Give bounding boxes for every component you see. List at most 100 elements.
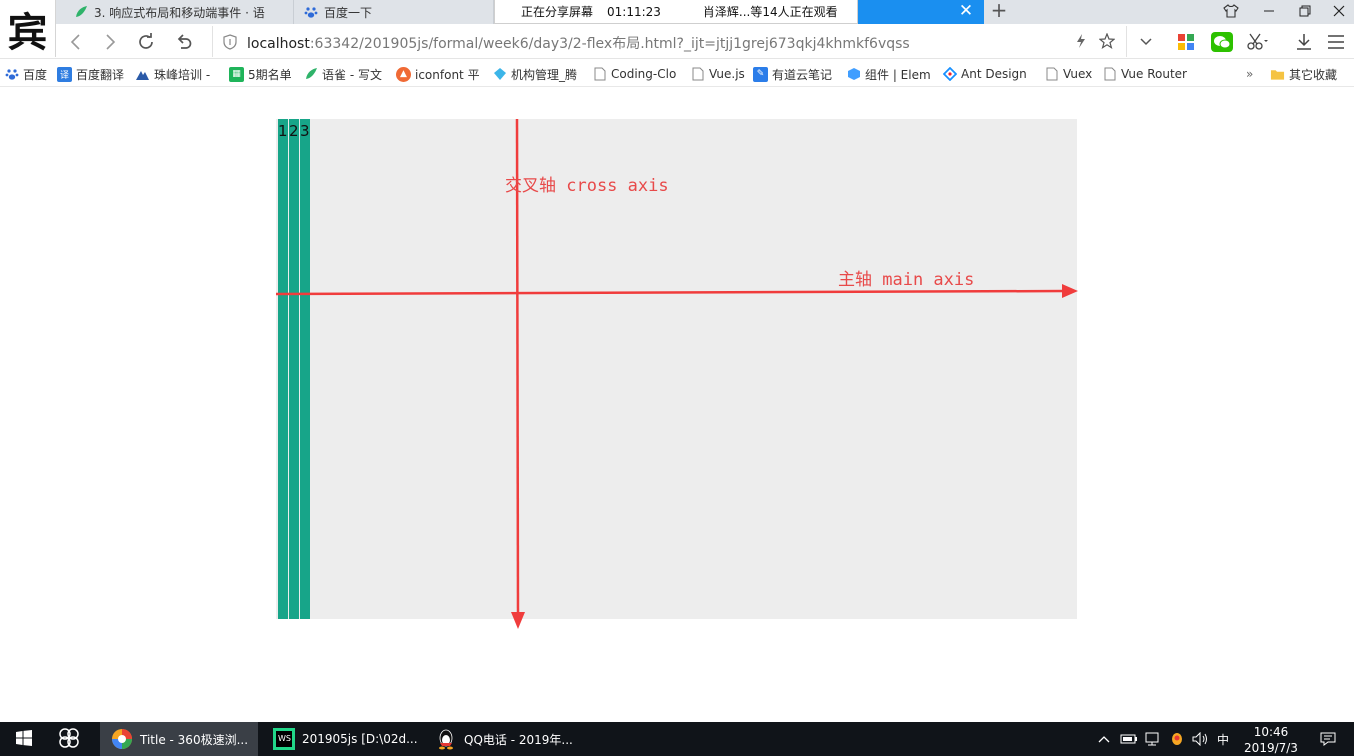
bookmark-label: 组件 | Elem <box>865 67 930 82</box>
bookmark-baidu-translate[interactable]: 译 百度翻译 <box>57 65 124 83</box>
bookmark-label: 百度 <box>23 67 48 82</box>
notification-icon[interactable] <box>1314 722 1342 756</box>
wechat-icon[interactable] <box>1210 30 1234 54</box>
bookmark-other-folder[interactable]: 其它收藏 <box>1270 65 1337 83</box>
bookmark-zhufeng[interactable]: 珠峰培训 - <box>135 65 215 83</box>
close-window-icon[interactable] <box>1322 0 1354 22</box>
taskbar-app-qq[interactable]: QQ电话 - 2019年... <box>424 722 582 756</box>
more-bookmarks-button[interactable]: » <box>1246 65 1253 83</box>
tab-active-title[interactable] <box>858 0 984 24</box>
apps-grid-icon[interactable] <box>1174 30 1198 54</box>
close-tab-icon[interactable]: ✕ <box>958 1 974 21</box>
forward-icon[interactable] <box>98 30 122 54</box>
undo-close-icon[interactable] <box>172 30 196 54</box>
lightning-icon[interactable] <box>1069 29 1093 53</box>
yuque-leaf-icon <box>74 5 88 19</box>
volume-icon[interactable] <box>1190 722 1212 756</box>
bookmarks-bar: 百度 译 百度翻译 珠峰培训 - ▦ 5期名单 语雀 - 写文 ▲ iconfo… <box>0 60 1354 87</box>
star-bookmark-icon[interactable] <box>1095 29 1119 53</box>
tab-baidu[interactable]: 百度一下 <box>294 0 494 24</box>
minimize-icon[interactable] <box>1252 0 1286 22</box>
tab-strip: 3. 响应式布局和移动端事件 · 语 百度一下 ✕ 正在分享屏幕 01:11:2… <box>0 0 1354 24</box>
taskbar-app-360-browser[interactable]: Title - 360极速浏... <box>100 722 258 756</box>
page-icon <box>1102 67 1117 82</box>
windows-start-icon <box>16 729 32 749</box>
bookmark-coding[interactable]: Coding-Clo <box>592 65 678 83</box>
reload-icon[interactable] <box>134 30 158 54</box>
bookmark-baidu[interactable]: 百度 <box>4 65 47 83</box>
bookmark-label: Vuex <box>1063 67 1093 81</box>
mountain-icon <box>135 67 150 82</box>
logo-char: 宾 <box>7 8 48 56</box>
webstorm-icon: WS <box>272 727 296 751</box>
bookmark-label: 珠峰培训 - <box>154 67 211 82</box>
pinwheel-icon <box>58 727 80 752</box>
share-viewers[interactable]: 肖泽辉...等14人正在观看 <box>702 5 838 19</box>
bookmark-iconfont[interactable]: ▲ iconfont 平 <box>396 65 480 83</box>
page-icon <box>1044 67 1059 82</box>
page-viewport: 1 2 3 主轴 main axis 交叉轴 cross axis <box>0 88 1354 722</box>
tab-yuque[interactable]: 3. 响应式布局和移动端事件 · 语 <box>56 0 294 24</box>
battery-icon[interactable] <box>1118 722 1140 756</box>
taskbar-app-label: QQ电话 - 2019年... <box>464 732 573 747</box>
bookmark-label: Vue Router <box>1121 67 1187 81</box>
skin-icon[interactable] <box>1214 0 1248 22</box>
bookmark-vuejs[interactable]: Vue.js <box>690 65 745 83</box>
download-icon[interactable] <box>1292 30 1316 54</box>
bookmark-vue-router[interactable]: Vue Router <box>1102 65 1187 83</box>
url-text[interactable]: localhost:63342/201905js/formal/week6/da… <box>247 33 910 53</box>
system-clock[interactable]: 10:46 2019/7/3 <box>1236 724 1306 756</box>
address-bar[interactable]: localhost:63342/201905js/formal/week6/da… <box>212 26 1127 57</box>
task-view-button[interactable] <box>48 722 90 756</box>
flex-item-2: 2 <box>289 119 299 619</box>
bookmark-vuex[interactable]: Vuex <box>1044 65 1092 83</box>
menu-icon[interactable] <box>1324 30 1348 54</box>
chevron-up-icon[interactable] <box>1094 722 1114 756</box>
restore-icon[interactable] <box>1288 0 1322 22</box>
security-shield-icon[interactable] <box>223 34 237 54</box>
chevron-down-icon[interactable] <box>1134 30 1158 54</box>
clock-time: 10:46 <box>1253 725 1289 739</box>
network-icon[interactable] <box>1142 722 1164 756</box>
url-host: localhost <box>247 36 310 52</box>
page-icon <box>592 67 607 82</box>
flex-container: 1 2 3 <box>276 119 1077 619</box>
share-timer: 01:11:23 <box>607 4 661 19</box>
sheet-icon: ▦ <box>229 66 244 82</box>
iconfont-icon: ▲ <box>396 66 411 82</box>
new-tab-button[interactable]: + <box>990 0 1008 22</box>
main-axis-label: 主轴 main axis <box>838 270 975 290</box>
taskbar-app-label: 201905js [D:\02d... <box>302 732 418 746</box>
bookmark-label: 有道云笔记 <box>772 67 833 82</box>
bookmark-label: Coding-Clo <box>611 67 677 81</box>
bookmark-label: Vue.js <box>709 67 745 81</box>
yuque-leaf-icon <box>303 67 318 82</box>
scissors-icon[interactable] <box>1246 30 1270 54</box>
ime-indicator[interactable]: 中 <box>1216 732 1229 747</box>
qq-tray-icon[interactable] <box>1166 722 1188 756</box>
360-browser-icon <box>110 727 134 751</box>
bookmark-5qi[interactable]: ▦ 5期名单 <box>229 65 292 83</box>
taskbar-app-webstorm[interactable]: WS 201905js [D:\02d... <box>262 722 420 756</box>
bookmark-jigou[interactable]: 机构管理_腾 <box>492 65 578 83</box>
start-button[interactable] <box>0 722 48 756</box>
bookmark-element[interactable]: 组件 | Elem <box>846 65 930 83</box>
back-icon[interactable] <box>64 30 88 54</box>
url-path: :63342/201905js/formal/week6/day3/2-flex… <box>309 36 910 52</box>
bookmark-label: iconfont 平 <box>415 67 480 82</box>
svg-text:WS: WS <box>278 734 291 743</box>
bookmark-label: 语雀 - 写文 <box>322 67 382 82</box>
profile-logo[interactable]: 宾 <box>0 0 56 57</box>
bookmark-label: 5期名单 <box>248 67 292 82</box>
bookmark-yuque[interactable]: 语雀 - 写文 <box>303 65 385 83</box>
baidu-paw-icon <box>4 67 19 82</box>
diamond-icon <box>492 67 507 82</box>
tab-label: 百度一下 <box>324 5 373 20</box>
share-status: 正在分享屏幕 <box>521 5 594 19</box>
flex-item-3: 3 <box>300 119 310 619</box>
bookmark-youdao[interactable]: ✎ 有道云笔记 <box>753 65 835 83</box>
bookmark-ant-design[interactable]: Ant Design <box>942 65 1027 83</box>
screen-share-bar: 正在分享屏幕 01:11:23 肖泽辉...等14人正在观看 <box>494 0 858 24</box>
youdao-icon: ✎ <box>753 66 768 82</box>
